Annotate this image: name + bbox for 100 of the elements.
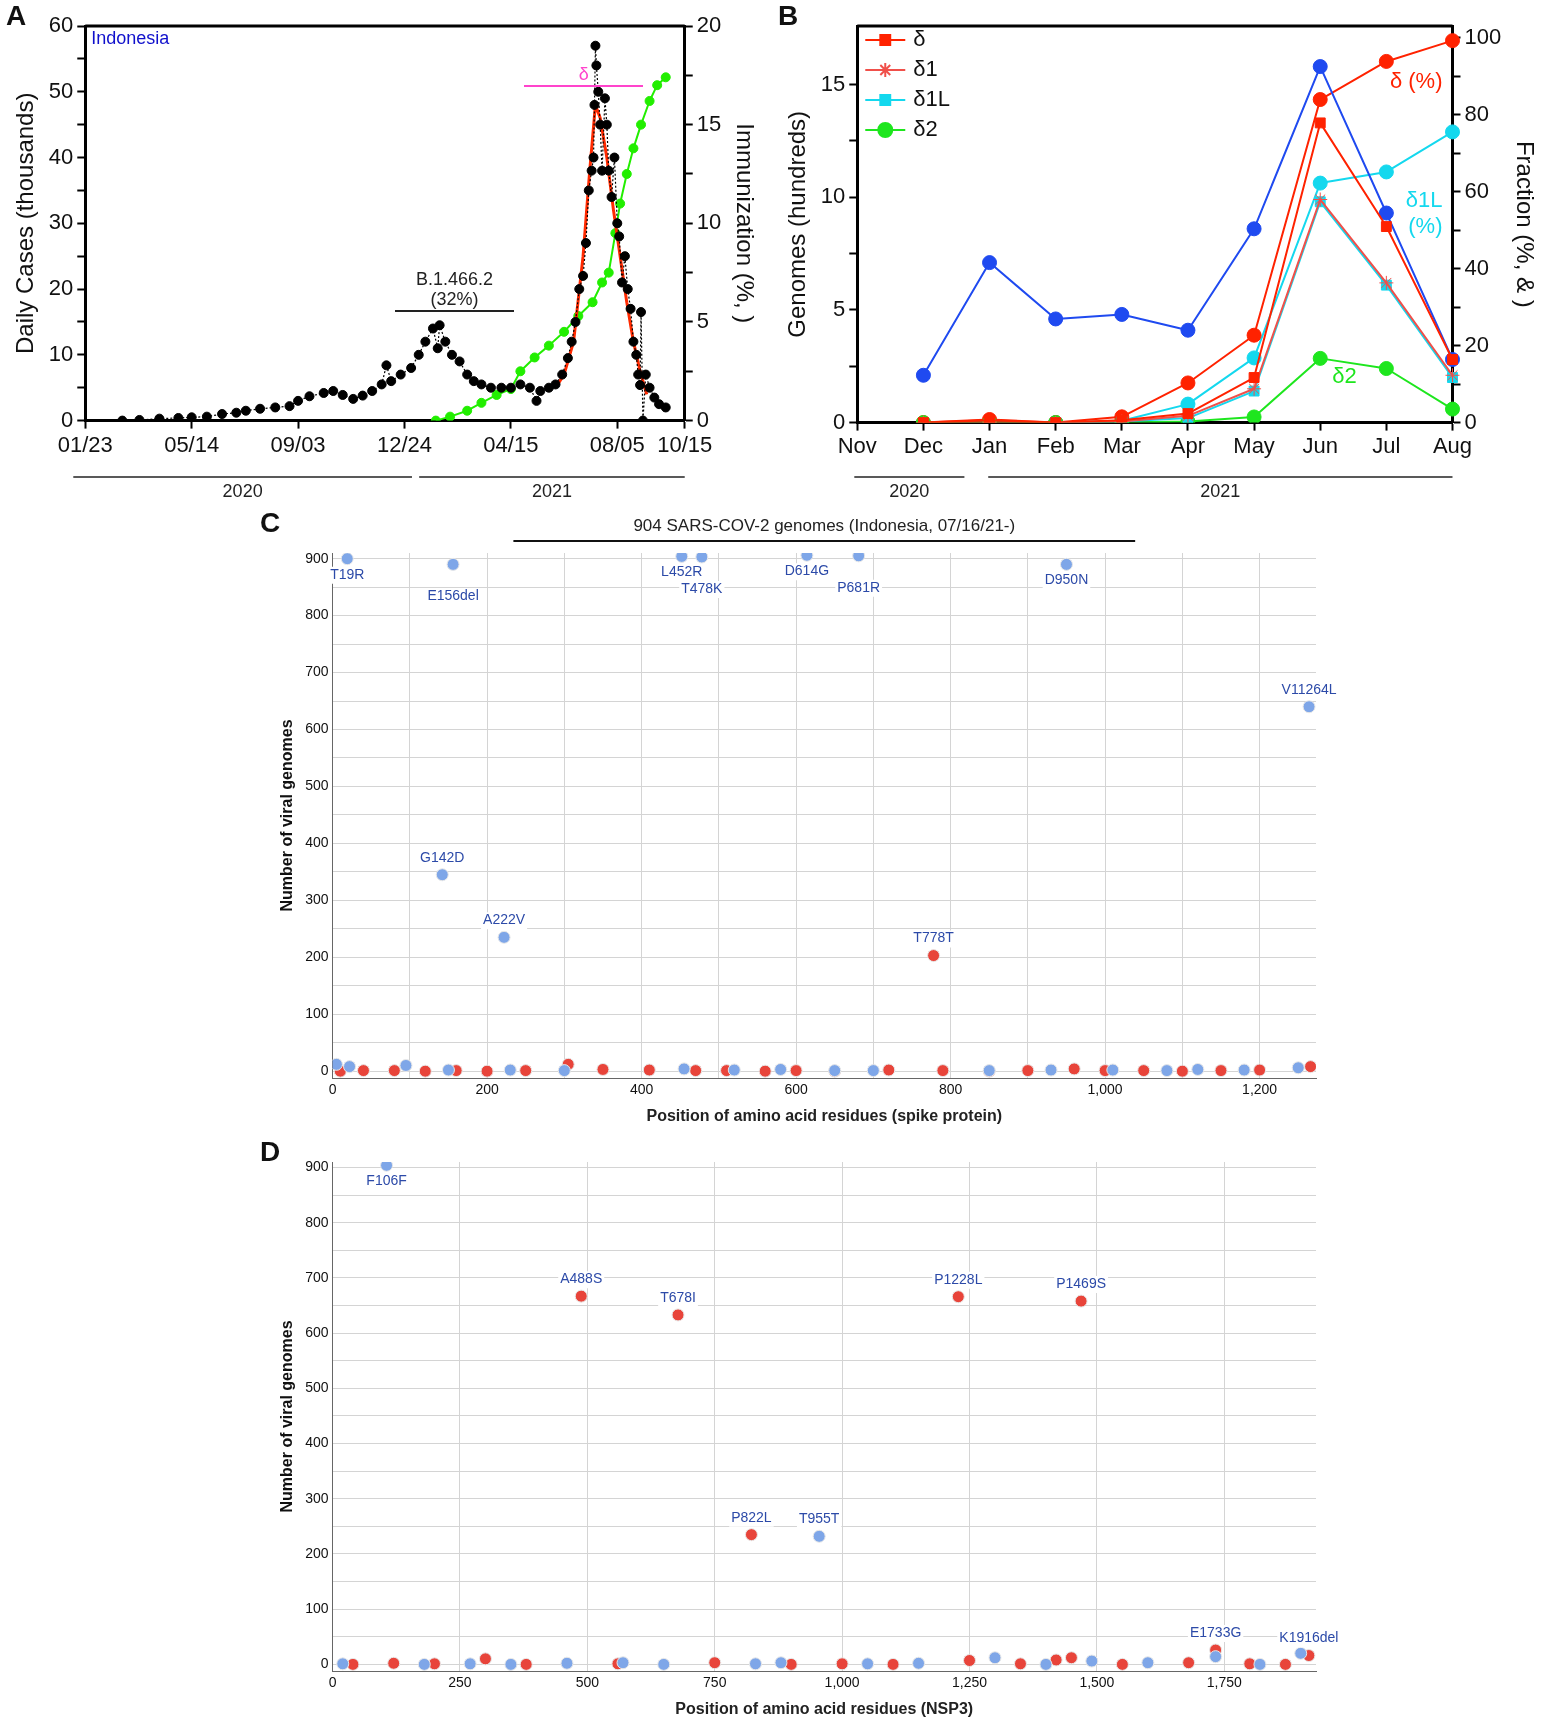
y-tick-label: 900 (305, 549, 329, 566)
annotation: T955T (798, 1510, 840, 1527)
x-tick-label: 09/03 (270, 431, 326, 457)
y-tick-label: 800 (305, 606, 329, 623)
x-tick-label: 250 (448, 1674, 472, 1691)
y-tick-label: 50 (48, 77, 74, 103)
x-tick-label: Dec (903, 432, 943, 458)
y-axis-title: Genomes (hundreds) (783, 110, 811, 338)
series-label: δ1L (%) (1405, 186, 1443, 238)
y2-tick-label: 10 (696, 209, 722, 235)
annotation: B.1.466.2 (32%) (416, 269, 494, 310)
x-tick-label: Feb (1036, 432, 1075, 458)
annotation: L452R (661, 563, 703, 580)
y-axis-title: Number of viral genomes (278, 1320, 296, 1513)
legend-label: δ1L (913, 86, 950, 112)
x-axis-title: Position of amino acid residues (spike protein) (646, 1106, 1003, 1124)
y-tick-label: 0 (320, 1062, 329, 1079)
x-tick-label: 1,200 (1242, 1081, 1278, 1098)
legend-label: δ (913, 26, 926, 52)
y2-tick-label: 0 (1464, 408, 1477, 434)
annotation: D950N (1044, 571, 1089, 588)
x-tick-label: 800 (938, 1081, 963, 1098)
annotation: δ (578, 64, 589, 85)
annotation: D614G (784, 562, 830, 579)
y-tick-label: 0 (320, 1655, 329, 1672)
annotation: E1733G (1189, 1623, 1242, 1640)
series-label: δ (%) (1389, 67, 1443, 93)
x-tick-label: 10/15 (657, 431, 713, 457)
y-tick-label: 200 (305, 948, 329, 965)
x-tick-label: 200 (475, 1081, 499, 1098)
x-tick-label: Mar (1102, 432, 1141, 458)
annotation: P1228L (934, 1270, 983, 1287)
y-tick-label: 15 (820, 70, 846, 96)
y2-tick-label: 20 (1464, 331, 1489, 357)
x-tick-label: Jul (1372, 432, 1401, 458)
x-tick-label: Jun (1302, 432, 1338, 458)
x-tick-label: 1,750 (1206, 1674, 1242, 1691)
y-tick-label: 400 (305, 1434, 329, 1451)
y-tick-label: 40 (48, 143, 74, 169)
legend-label: δ1 (913, 56, 938, 82)
annotation: A222V (483, 911, 526, 928)
y-tick-label: 5 (833, 295, 846, 321)
x-tick-label: 600 (784, 1081, 808, 1098)
x-tick-label: 750 (703, 1674, 727, 1691)
x-tick-label: 01/23 (57, 431, 113, 457)
x-tick-label: 1,250 (951, 1674, 988, 1691)
text: C (260, 507, 281, 539)
y2-tick-label: 80 (1464, 100, 1489, 126)
annotation: F106F (366, 1172, 407, 1189)
y-tick-label: 60 (48, 12, 74, 38)
annotation: P822L (731, 1508, 772, 1525)
x-tick-label: Nov (837, 432, 877, 458)
x-tick-label: Apr (1170, 432, 1206, 458)
annotation: P681R (837, 578, 881, 595)
x-tick-label: 1,000 (1087, 1081, 1123, 1098)
annotation: P1469S (1056, 1274, 1107, 1291)
annotation: Indonesia (91, 27, 171, 48)
y-tick-label: 300 (305, 891, 329, 908)
y-tick-label: 300 (305, 1489, 329, 1506)
y-tick-label: 10 (48, 340, 74, 366)
x-tick-label: 500 (575, 1674, 600, 1691)
y2-tick-label: 15 (696, 110, 722, 136)
y-tick-label: 0 (61, 406, 74, 432)
y-tick-label: 0 (833, 408, 846, 434)
text: A (6, 0, 27, 32)
y-tick-label: 10 (820, 183, 846, 209)
y-tick-label: 600 (305, 720, 329, 737)
annotation: G142D (420, 848, 465, 865)
y2-tick-label: 40 (1464, 254, 1489, 280)
x-tick-label: 05/14 (164, 431, 220, 457)
y-tick-label: 500 (305, 1379, 329, 1396)
x-tick-label: 400 (629, 1081, 654, 1098)
x-tick-label: 12/24 (376, 431, 433, 457)
annotation: K1916del (1279, 1629, 1339, 1646)
annotation: E156del (427, 587, 479, 604)
annotation: V11264L (1281, 680, 1337, 697)
y2-tick-label: 20 (696, 12, 722, 38)
x-tick-label: May (1233, 432, 1275, 458)
x-axis-title: Position of amino acid residues (NSP3) (675, 1699, 974, 1717)
y2-tick-label: 60 (1464, 177, 1489, 203)
text: 2021 (1200, 480, 1241, 501)
y2-tick-label: 0 (696, 406, 709, 432)
x-tick-label: Aug (1432, 432, 1473, 458)
y-tick-label: 20 (48, 275, 74, 301)
annotation: T19R (330, 565, 365, 582)
y-tick-label: 600 (305, 1324, 329, 1340)
x-tick-label: 08/05 (589, 431, 645, 457)
y2-axis-title: Immunization (%, ) (731, 123, 759, 324)
y-tick-label: 500 (305, 777, 329, 794)
x-tick-label: 1,500 (1079, 1674, 1115, 1691)
y-axis-title: Number of viral genomes (278, 719, 296, 912)
legend-label: δ2 (913, 116, 938, 142)
annotation: T478K (681, 579, 724, 596)
text: D (260, 1136, 281, 1168)
y-tick-label: 700 (305, 1268, 329, 1285)
y-tick-label: 100 (305, 1600, 329, 1617)
y2-tick-label: 5 (696, 308, 709, 334)
y-tick-label: 900 (305, 1158, 329, 1175)
y-tick-label: 200 (305, 1544, 329, 1561)
data-label: δ2 (1332, 363, 1357, 389)
